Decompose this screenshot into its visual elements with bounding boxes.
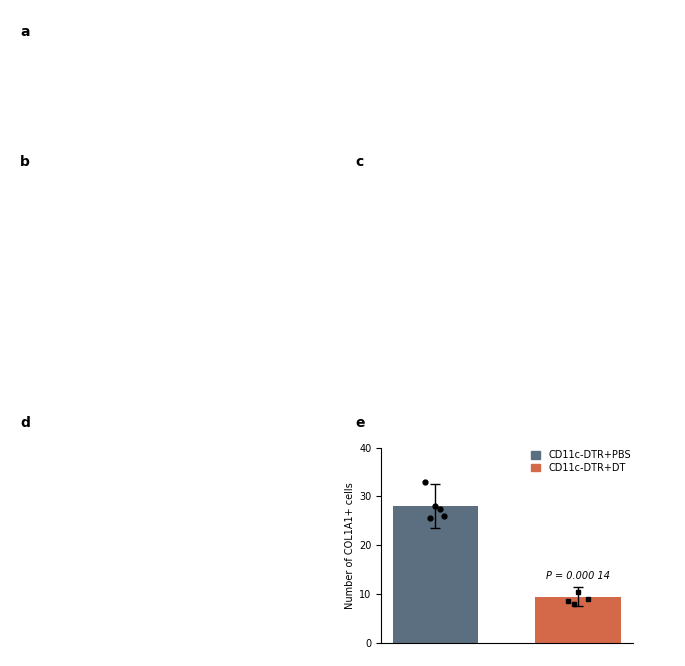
Text: b: b: [20, 155, 30, 169]
Text: e: e: [356, 416, 365, 430]
Bar: [536, 597, 621, 643]
Text: a: a: [21, 25, 29, 39]
Text: d: d: [20, 416, 30, 430]
Text: c: c: [356, 155, 364, 169]
Legend: CD11c-DTR+PBS, CD11c-DTR+DT: CD11c-DTR+PBS, CD11c-DTR+DT: [529, 448, 633, 475]
Text: P = 0.000 14: P = 0.000 14: [547, 571, 610, 581]
Y-axis label: Number of COL1A1+ cells: Number of COL1A1+ cells: [345, 482, 355, 609]
Bar: [393, 506, 478, 643]
